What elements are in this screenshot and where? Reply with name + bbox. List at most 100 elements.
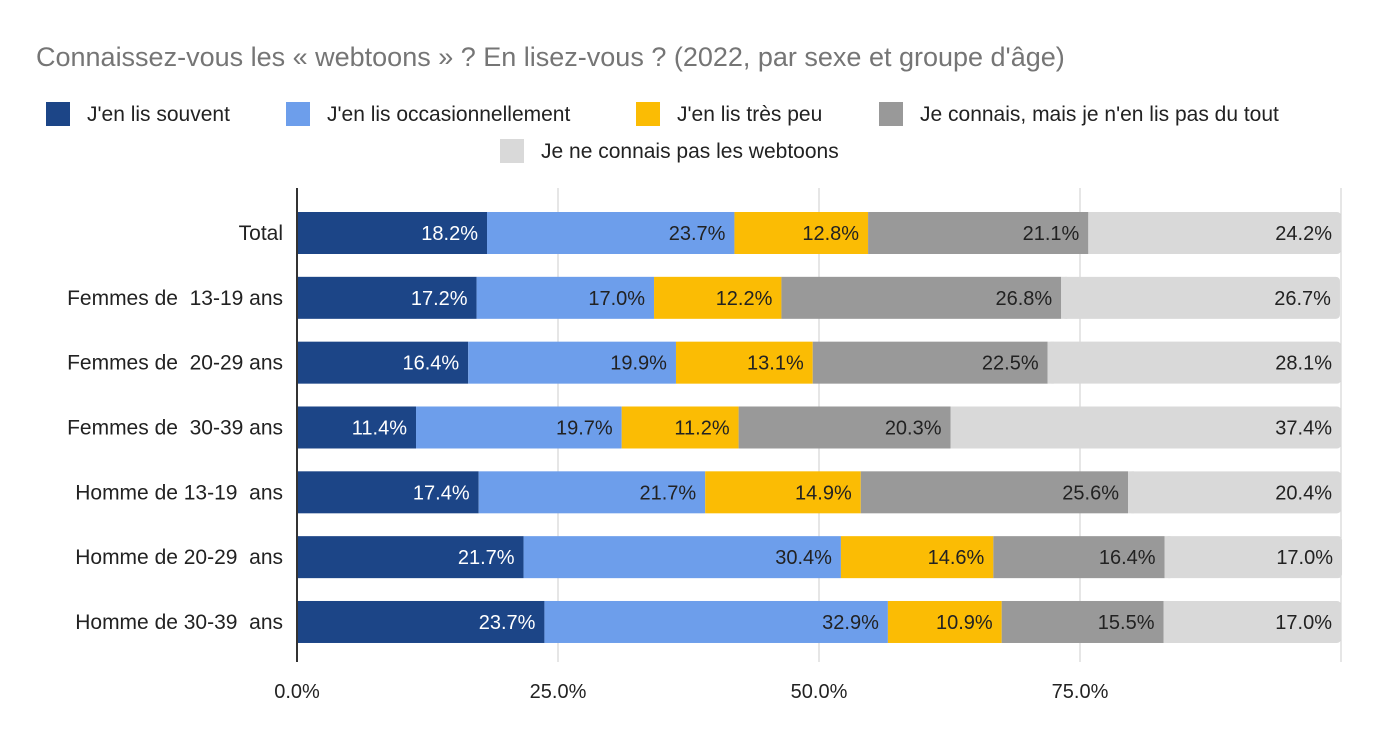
category-label: Total: [239, 222, 283, 245]
category-label: Femmes de 30-39 ans: [67, 416, 283, 439]
bar-segment-edge: [1163, 600, 1170, 643]
data-label: 11.4%: [352, 417, 407, 439]
bar-segment: [1088, 212, 1341, 254]
x-tick-label: 25.0%: [530, 681, 587, 703]
category-label: Homme de 20-29 ans: [75, 546, 283, 569]
bar-segment: [297, 276, 477, 319]
data-label: 32.9%: [822, 612, 879, 634]
data-label: 24.2%: [1275, 223, 1332, 245]
legend-label: Je connais, mais je n'en lis pas du tout: [920, 103, 1279, 126]
data-label: 21.1%: [1023, 223, 1080, 245]
category-label: Femmes de 13-19 ans: [67, 287, 283, 310]
bar-row-5: 21.7% 30.4% 14.6% 16.4% 17.0%: [297, 536, 1343, 579]
data-label: 26.8%: [995, 288, 1052, 310]
data-label: 12.2%: [716, 288, 773, 310]
legend-label: J'en lis occasionnellement: [327, 103, 570, 126]
legend-swatch: [636, 102, 660, 126]
data-label: 30.4%: [775, 547, 832, 569]
data-label: 19.9%: [610, 353, 667, 375]
data-label: 20.4%: [1275, 482, 1332, 504]
data-label: 15.5%: [1098, 612, 1155, 634]
legend-item: Je ne connais pas les webtoons: [500, 139, 839, 163]
bar-segment: [1001, 600, 1164, 643]
category-labels: Total Femmes de 13-19 ans Femmes de 20-29 …: [67, 222, 283, 634]
bar-segment-edge: [1128, 471, 1135, 514]
bar-segment: [840, 536, 994, 579]
bar-segment: [478, 471, 706, 514]
bar-segment: [297, 536, 524, 579]
x-tick-label: 75.0%: [1052, 681, 1109, 703]
data-label: 22.5%: [982, 353, 1039, 375]
legend-item: J'en lis très peu: [636, 102, 822, 126]
bar-segment: [812, 341, 1048, 384]
bar-row-3: 11.4% 19.7% 11.2% 20.3% 37.4%: [297, 406, 1341, 449]
category-label: Femmes de 20-29 ans: [67, 352, 283, 375]
data-label: 37.4%: [1275, 417, 1332, 439]
bar-row-6: 23.7% 32.9% 10.9% 15.5% 17.0%: [297, 600, 1341, 643]
bar-segment: [705, 471, 861, 514]
data-label: 11.2%: [674, 417, 729, 439]
data-label: 17.2%: [411, 288, 468, 310]
data-label: 17.0%: [1276, 547, 1333, 569]
bar-segment: [887, 600, 1002, 643]
legend-label: Je ne connais pas les webtoons: [541, 140, 839, 163]
bar-segment: [1047, 341, 1341, 384]
bar-segment-edge: [950, 406, 957, 449]
legend-label: J'en lis très peu: [677, 103, 822, 126]
data-label: 25.6%: [1062, 482, 1119, 504]
category-label: Homme de 30-39 ans: [75, 611, 283, 634]
bar-segment: [297, 212, 488, 254]
bar-row-0: 18.2% 23.7% 12.8% 21.1% 24.2%: [297, 212, 1341, 254]
bar-segment: [468, 341, 676, 384]
legend-swatch: [46, 102, 70, 126]
legend-item: J'en lis souvent: [46, 102, 230, 126]
data-label: 19.7%: [556, 417, 613, 439]
bar-segment: [1163, 600, 1341, 643]
bar-segment: [416, 406, 622, 449]
legend-swatch: [286, 102, 310, 126]
data-label: 14.6%: [928, 547, 985, 569]
bar-segment: [738, 406, 951, 449]
bar-segment: [621, 406, 739, 449]
bar-segment: [1128, 471, 1341, 514]
bar-segment: [476, 276, 655, 319]
bar-segment: [544, 600, 888, 643]
data-label: 17.0%: [588, 288, 645, 310]
data-label: 17.4%: [413, 482, 470, 504]
data-label: 23.7%: [669, 223, 726, 245]
data-label: 21.7%: [458, 547, 515, 569]
data-label: 13.1%: [747, 353, 804, 375]
bar-row-1: 17.2% 17.0% 12.2% 26.8% 26.7%: [297, 276, 1340, 319]
data-label: 21.7%: [639, 482, 696, 504]
data-label: 18.2%: [421, 223, 478, 245]
bar-segment: [297, 600, 545, 643]
data-label: 20.3%: [885, 417, 942, 439]
legend-item: J'en lis occasionnellement: [286, 102, 570, 126]
bar-segment-edge: [1047, 341, 1054, 384]
bar-segment: [868, 212, 1089, 254]
bar-segment-edge: [1164, 536, 1171, 579]
data-label: 17.0%: [1275, 612, 1332, 634]
bar-segment: [1164, 536, 1343, 579]
bar-segment-edge: [1061, 276, 1068, 319]
data-label: 10.9%: [936, 612, 993, 634]
data-label: 26.7%: [1274, 288, 1331, 310]
bar-segment: [860, 471, 1129, 514]
x-tick-label: 50.0%: [791, 681, 848, 703]
data-label: 23.7%: [479, 612, 536, 634]
bar-segment: [993, 536, 1165, 579]
bar-segment: [297, 341, 469, 384]
bar-row-2: 16.4% 19.9% 13.1% 22.5% 28.1%: [297, 341, 1341, 384]
bar-row-4: 17.4% 21.7% 14.9% 25.6% 20.4%: [297, 471, 1341, 514]
bar-segment: [487, 212, 735, 254]
bar-segment: [654, 276, 782, 319]
legend-label: J'en lis souvent: [87, 103, 230, 126]
data-label: 16.4%: [402, 353, 459, 375]
bar-segment-edge: [1088, 212, 1095, 254]
chart-title: Connaissez-vous les « webtoons » ? En li…: [36, 42, 1065, 72]
category-label: Homme de 13-19 ans: [75, 481, 283, 504]
data-label: 16.4%: [1099, 547, 1156, 569]
legend-swatch: [500, 139, 524, 163]
